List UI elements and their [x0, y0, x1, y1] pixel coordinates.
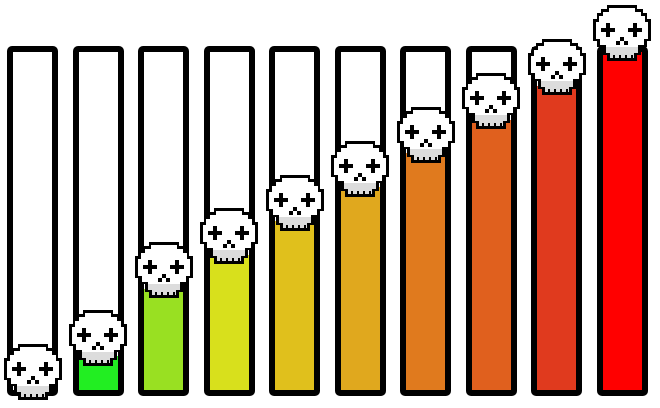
meter-fill	[602, 52, 642, 390]
meter-tube	[531, 46, 582, 396]
skull-icon	[526, 37, 588, 99]
meter-fill	[471, 119, 511, 390]
meter-tube	[400, 46, 451, 396]
skull-icon	[329, 139, 391, 201]
skull-icon	[460, 71, 522, 133]
skull-icon	[133, 240, 195, 302]
meter-fill	[144, 288, 183, 390]
skull-icon	[264, 173, 326, 235]
meter-fill	[406, 153, 445, 390]
meter-tube	[138, 46, 189, 396]
meter-tube	[334, 46, 386, 396]
meter-fill	[340, 187, 380, 390]
meter-fill	[537, 85, 576, 390]
meter-tube	[596, 46, 648, 396]
meter-fill	[275, 221, 314, 390]
skull-icon	[591, 3, 653, 65]
meter-fill	[209, 254, 249, 390]
meter-tube	[7, 46, 58, 396]
skull-icon	[395, 105, 457, 167]
skull-icon	[2, 342, 64, 404]
skull-icon	[198, 206, 260, 268]
skull-icon	[67, 308, 129, 370]
